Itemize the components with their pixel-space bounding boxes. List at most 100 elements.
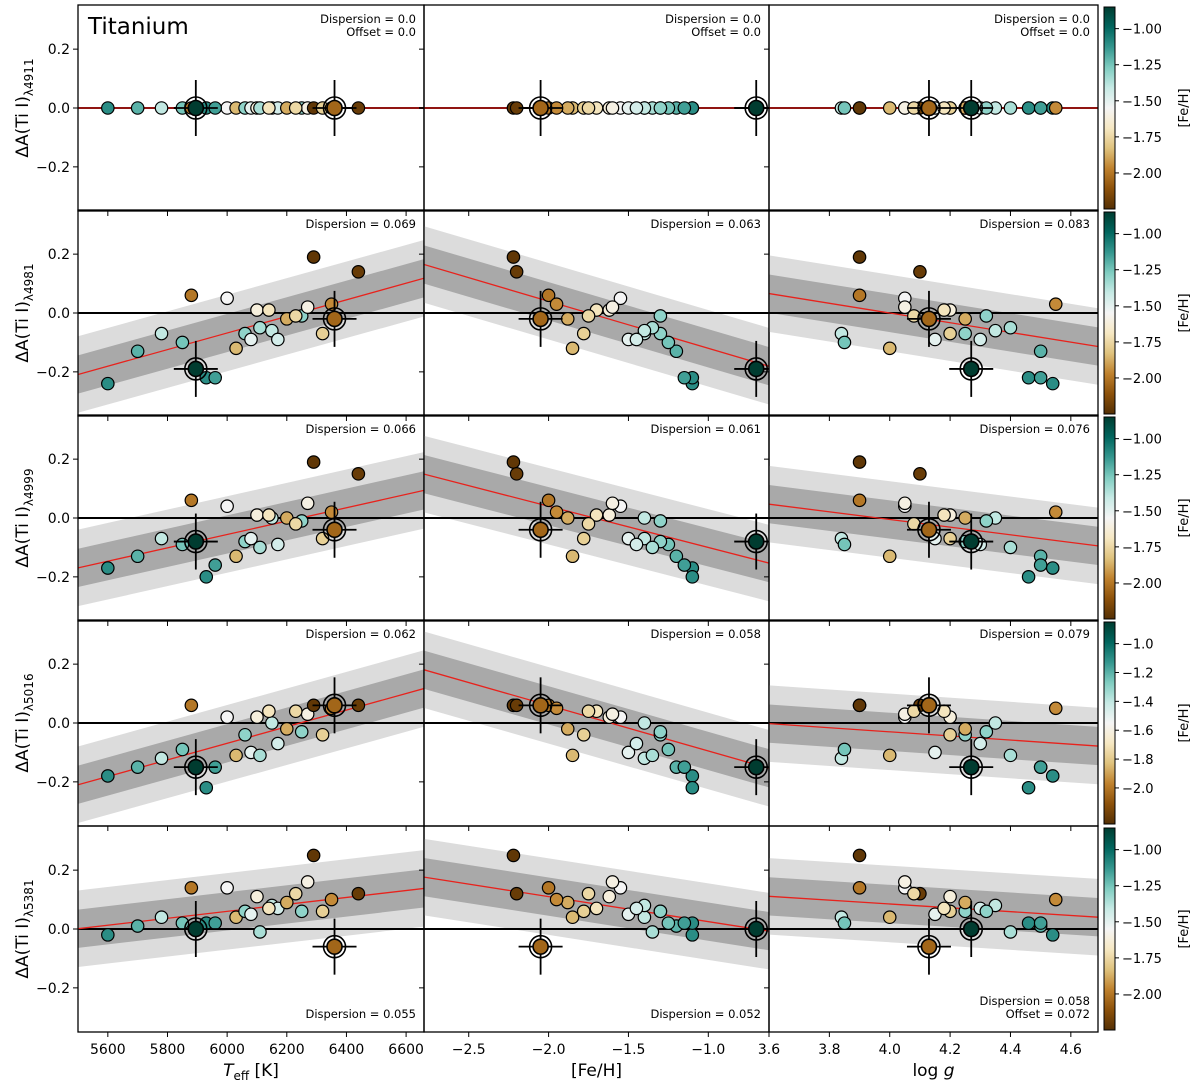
panel-r2-c0: −0.2 0.0 0.2 Dispersion = 0.066 <box>36 414 425 626</box>
panel-annotation: Dispersion = 0.063 <box>650 217 761 231</box>
highlighted-star <box>518 501 563 558</box>
star-point <box>1033 101 1048 115</box>
star-point <box>199 570 214 584</box>
panel-clip-group <box>78 239 424 413</box>
highlight-ring-outer <box>528 934 553 959</box>
star-point <box>509 264 524 279</box>
star-point <box>208 558 223 572</box>
highlighted-star <box>173 901 218 957</box>
highlight-ring-outer <box>917 693 941 718</box>
star-point <box>898 875 912 889</box>
star-point <box>637 716 652 730</box>
star-point <box>973 332 988 347</box>
highlighted-star <box>518 677 563 734</box>
star-point <box>958 511 972 525</box>
star-point <box>244 531 258 546</box>
highlight-ring-outer <box>959 96 984 120</box>
colorbar-4: −1.00 −1.25 −1.50 −1.75 −2.00 [Fe/H] <box>1103 827 1192 1031</box>
star-point <box>958 722 972 736</box>
star-point <box>565 910 580 925</box>
star-point <box>306 848 321 863</box>
star-point <box>351 264 366 279</box>
x-tick-label: 5600 <box>90 1042 126 1058</box>
panel-clip-group <box>78 452 424 607</box>
highlighted-star <box>949 739 994 796</box>
x-tick-label: −2.0 <box>532 1042 566 1058</box>
star-point <box>271 736 285 751</box>
y-axis-label: ΔA(Ti I)λ5016 <box>13 673 36 772</box>
x-axis-label-feh: [Fe/H] <box>571 1061 622 1081</box>
colorbar-tick-label: −2.00 <box>1122 577 1162 592</box>
star-point <box>220 499 234 514</box>
star-point <box>265 716 279 730</box>
highlight-ring-outer <box>959 917 984 941</box>
star-point <box>589 901 604 916</box>
highlight-point <box>532 938 549 955</box>
highlight-point <box>962 99 980 117</box>
panel-annotation: Dispersion = 0.058 <box>650 627 761 641</box>
star-point <box>661 742 676 757</box>
star-point <box>928 332 942 347</box>
colorbar-label: [Fe/H] <box>1177 88 1192 127</box>
star-point <box>1045 561 1060 575</box>
star-point <box>837 537 852 552</box>
highlight-point <box>187 360 205 378</box>
star-point <box>250 303 264 317</box>
star-point <box>837 742 852 757</box>
x-tick-label: 4.2 <box>939 1042 961 1058</box>
star-point <box>677 760 692 774</box>
star-point <box>898 496 912 511</box>
x-tick-label: −1.0 <box>691 1042 725 1058</box>
star-point <box>288 309 303 323</box>
x-tick-label: 4.6 <box>1060 1042 1082 1058</box>
highlighted-star <box>949 80 994 136</box>
star-point <box>629 537 644 552</box>
colorbar-tick-label: −1.75 <box>1122 336 1162 351</box>
star-point <box>506 455 521 469</box>
y-tick-label: −0.2 <box>36 160 70 176</box>
star-point <box>605 707 620 721</box>
star-point <box>315 904 330 919</box>
star-point <box>262 508 276 522</box>
star-point <box>1048 892 1063 907</box>
star-point <box>937 901 951 916</box>
highlight-ring-outer <box>528 96 553 120</box>
colorbar-tick-label: −1.2 <box>1122 667 1154 682</box>
star-point <box>1045 376 1060 391</box>
star-point <box>560 895 575 910</box>
x-tick-label: 4.0 <box>879 1042 901 1058</box>
highlighted-star <box>949 513 994 570</box>
star-point <box>175 335 190 350</box>
star-point <box>852 493 867 508</box>
highlight-ring-outer <box>322 96 347 120</box>
y-axis-label-sub: λ4981 <box>22 263 36 301</box>
x-axis-label-logg: log g <box>912 1061 954 1081</box>
star-point <box>262 901 276 916</box>
star-point <box>1021 570 1036 584</box>
highlight-ring-outer <box>959 357 984 381</box>
highlight-point <box>920 521 938 539</box>
highlight-point <box>747 758 765 776</box>
highlighted-star <box>173 739 218 796</box>
y-tick-label: 0.0 <box>48 101 70 117</box>
star-point <box>294 904 309 919</box>
star-point <box>262 704 276 719</box>
star-point <box>882 910 897 925</box>
star-point <box>184 288 199 303</box>
star-point <box>271 332 285 347</box>
colorbar-tick-label: −1.8 <box>1122 753 1154 768</box>
highlighted-star <box>949 340 994 397</box>
panel-r3-c2: Dispersion = 0.079 <box>764 619 1099 831</box>
star-point <box>250 508 264 522</box>
star-point <box>565 748 580 763</box>
panel-r4-c2: 3.6 3.8 4.0 4.2 4.4 4.6 Dispersion = 0.058Offs… <box>758 825 1099 1058</box>
star-point <box>645 540 660 555</box>
star-point <box>184 698 199 713</box>
highlight-point <box>187 533 205 550</box>
highlight-ring-outer <box>184 357 208 381</box>
panel-r2-c2: Dispersion = 0.076 <box>764 414 1099 626</box>
star-point <box>250 710 264 724</box>
star-point <box>852 880 867 895</box>
highlight-ring-outer <box>184 755 208 779</box>
y-tick-label: −0.2 <box>36 775 70 791</box>
